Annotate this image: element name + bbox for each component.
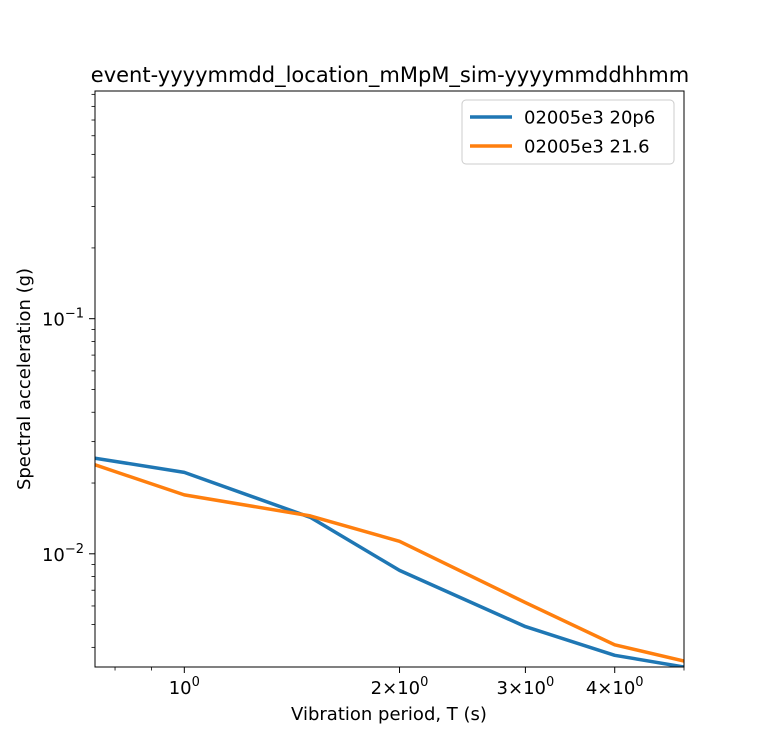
legend-label: 02005e3 21.6 bbox=[524, 137, 650, 158]
x-tick-label: 2×100 bbox=[371, 675, 429, 699]
series-line-2 bbox=[95, 463, 684, 663]
y-tick-label: 10−2 bbox=[42, 542, 84, 566]
y-tick-label: 10−1 bbox=[42, 307, 84, 331]
plot-area bbox=[94, 90, 685, 668]
y-axis-label: Spectral acceleration (g) bbox=[14, 268, 35, 490]
series-line-1 bbox=[95, 456, 684, 667]
series-layer bbox=[95, 456, 684, 667]
x-axis-label: Vibration period, T (s) bbox=[291, 704, 487, 725]
chart-title: event-yyyymmdd_location_mMpM_sim-yyyymmd… bbox=[91, 63, 689, 88]
legend: 02005e3 20p6 02005e3 21.6 bbox=[461, 99, 675, 165]
legend-label: 02005e3 20p6 bbox=[524, 108, 655, 129]
legend-box bbox=[461, 99, 675, 165]
y-axis: 10−2 10−1 bbox=[42, 93, 95, 648]
x-axis: 100 2×100 3×100 4×100 bbox=[114, 667, 685, 699]
plot-frame bbox=[94, 90, 685, 668]
x-tick-label: 3×100 bbox=[497, 675, 555, 699]
x-tick-label: 100 bbox=[169, 675, 200, 699]
x-tick-label: 4×100 bbox=[586, 675, 644, 699]
